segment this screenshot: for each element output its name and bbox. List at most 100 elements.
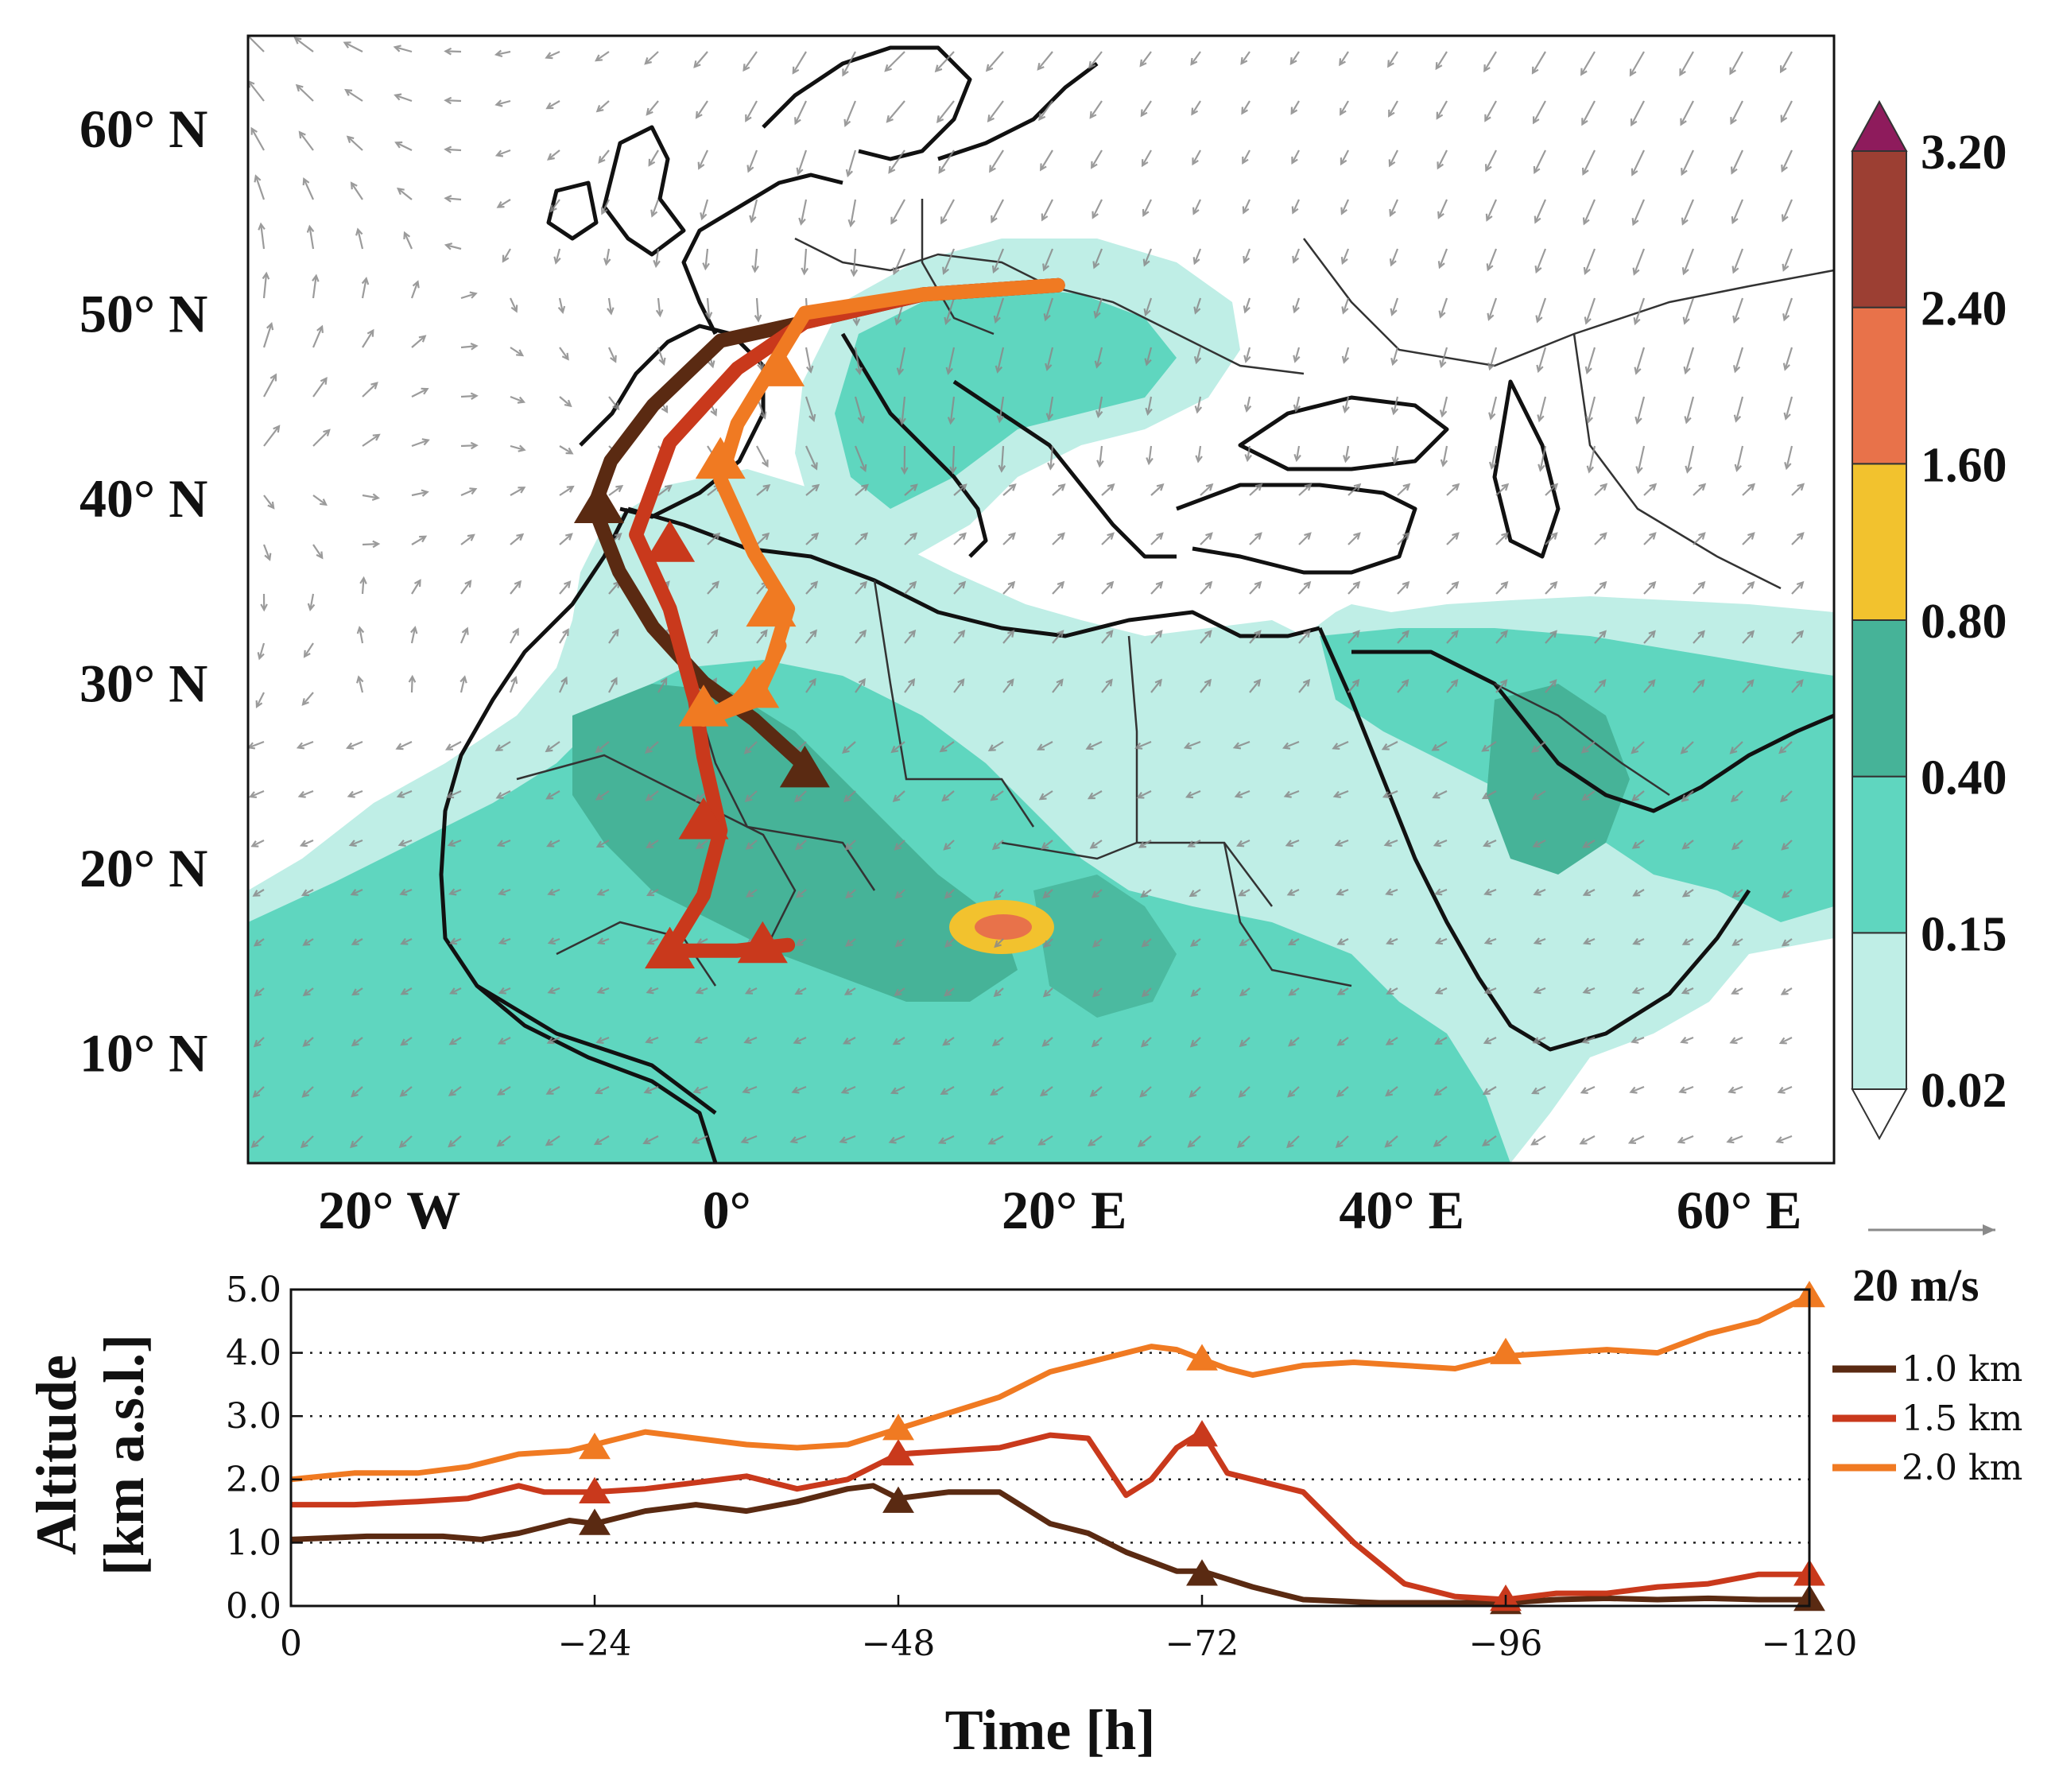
wind-vector: [598, 888, 610, 896]
wind-vector-head: [1038, 113, 1046, 122]
wind-vector-head: [1550, 532, 1558, 540]
wind-vector-head: [1729, 1037, 1738, 1045]
wind-vector: [1341, 248, 1350, 264]
wind-vector: [1249, 679, 1261, 693]
altitude-ylabel-line2: [km a.s.l.]: [92, 1334, 156, 1576]
wind-vector: [1290, 100, 1300, 114]
wind-vector-head: [693, 60, 701, 68]
wind-vector-head: [444, 195, 452, 203]
wind-vector-head: [316, 324, 324, 333]
wind-vector-head: [1679, 68, 1686, 77]
lat-label: 50° N: [79, 284, 207, 344]
wind-vector-head: [298, 130, 306, 139]
wind-vector: [1332, 740, 1349, 750]
wind-vector-head: [1340, 107, 1347, 116]
wind-vector-head: [1204, 580, 1213, 589]
wind-vector-head: [449, 987, 458, 995]
wind-vector-head: [1287, 938, 1296, 946]
wind-vector-head: [888, 165, 896, 174]
wind-vector: [1731, 790, 1743, 802]
wind-vector-head: [808, 677, 816, 686]
wind-vector-head: [697, 161, 705, 170]
wind-vector-head: [1303, 630, 1311, 638]
wind-vector-head: [1288, 1039, 1296, 1047]
wind-vector: [1042, 1037, 1053, 1047]
wind-vector: [1242, 149, 1251, 164]
wind-vector-head: [947, 417, 956, 425]
wind-vector: [1336, 839, 1349, 846]
wind-vector-head: [1747, 630, 1755, 638]
wind-vector-head: [991, 265, 999, 274]
wind-vector: [1391, 347, 1399, 365]
wind-vector-head: [1780, 114, 1788, 123]
wind-vector-head: [396, 791, 405, 798]
wind-vector: [1534, 888, 1546, 895]
aod-hotspot-orange: [975, 914, 1032, 940]
wind-vector: [1778, 1085, 1793, 1093]
wind-vector-head: [794, 794, 802, 803]
wind-vector-head: [1303, 580, 1312, 589]
lat-label: 30° N: [79, 654, 207, 714]
wind-vector: [942, 248, 956, 274]
wind-vector: [1486, 199, 1498, 221]
wind-vector: [394, 94, 413, 103]
wind-vector-head: [1629, 1086, 1638, 1094]
latitude-labels: 60° N50° N40° N30° N20° N10° N: [79, 99, 207, 1083]
wind-vector: [1283, 740, 1300, 749]
wind-vector: [1729, 1085, 1743, 1093]
wind-vector-head: [892, 267, 900, 276]
aod-europe-medium: [835, 286, 1177, 509]
wind-vector-head: [603, 258, 611, 266]
wind-vector-head: [347, 790, 355, 798]
trajectory-marker: [645, 926, 696, 969]
wind-vector-head: [1488, 461, 1497, 470]
wind-vector: [647, 889, 659, 896]
wind-vector: [1295, 396, 1301, 411]
wind-vector: [1002, 581, 1015, 595]
wind-vector: [1037, 741, 1053, 751]
wind-vector-head: [1042, 890, 1051, 899]
wind-vector-head: [760, 629, 768, 638]
wind-vector: [1781, 100, 1793, 122]
wind-vector: [1239, 889, 1251, 897]
altitude-marker: [882, 1414, 914, 1441]
wind-vector: [1249, 581, 1262, 595]
wind-vector: [312, 429, 330, 447]
wind-vector: [1633, 987, 1645, 994]
wind-vector-head: [1581, 118, 1588, 126]
wind-vector-head: [1731, 215, 1739, 225]
trajectory-marker: [678, 685, 729, 727]
wind-vector: [546, 790, 560, 800]
wind-vector: [545, 50, 560, 59]
wind-vector: [400, 1086, 413, 1097]
wind-vector: [1487, 248, 1498, 270]
wind-vector-head: [1382, 791, 1391, 799]
wind-vector-head: [564, 580, 572, 588]
wind-vector-head: [1045, 363, 1053, 372]
wind-vector: [1484, 1037, 1497, 1044]
wind-vector: [1150, 679, 1162, 693]
wind-vector-head: [1630, 118, 1638, 127]
wind-vector: [1298, 679, 1310, 693]
wind-vector: [935, 51, 955, 72]
wind-vector: [510, 395, 525, 403]
wind-vector: [1044, 938, 1053, 948]
wind-vector: [651, 199, 660, 216]
wind-vector-head: [1088, 1138, 1095, 1146]
wind-vector: [755, 297, 760, 321]
wind-vector: [312, 544, 324, 559]
wind-vector-head: [712, 580, 719, 589]
wind-vector-head: [1440, 459, 1448, 467]
wind-vector-head: [1733, 414, 1742, 423]
wind-vector: [1532, 1086, 1546, 1094]
wind-vector: [498, 1086, 511, 1096]
wind-vector-head: [1730, 117, 1737, 126]
wind-vector: [1681, 741, 1694, 754]
wind-vector: [994, 987, 1004, 997]
longitude-labels: 20° W 0° 20° E 40° E 60° E: [318, 1180, 1801, 1240]
wind-vector-head: [1402, 580, 1410, 589]
wind-vector-head: [445, 791, 455, 799]
wind-vector-head: [1581, 1036, 1590, 1044]
wind-vector: [597, 840, 610, 848]
wind-vector: [940, 1086, 955, 1095]
